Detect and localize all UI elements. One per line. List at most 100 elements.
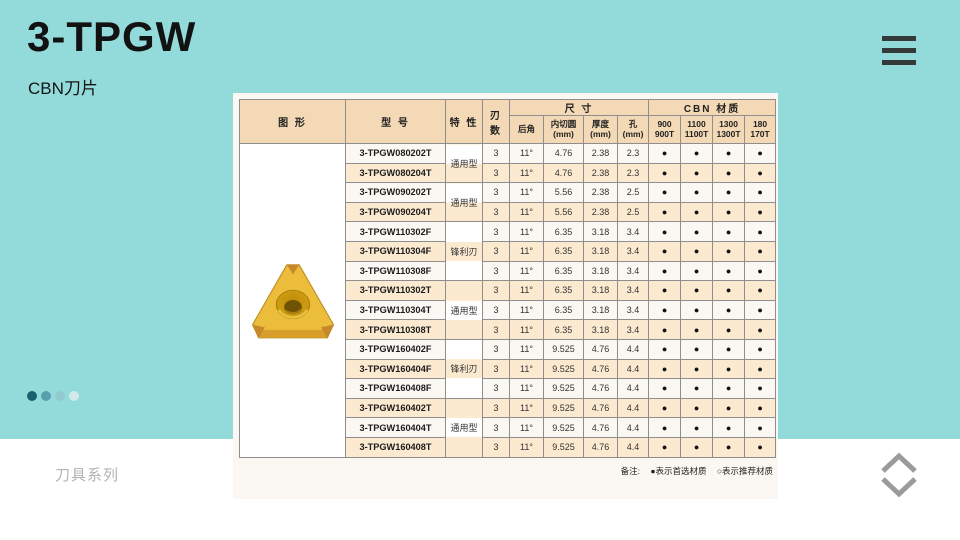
table-row: 3-TPGW110308T 3 11° 6.35 3.18 3.4 ● ● ● ● [240, 319, 777, 340]
cbn-grade-dot-cell: ● [744, 280, 777, 301]
cbn-grade-dot-cell: ● [680, 143, 714, 164]
pagination-dot[interactable] [41, 391, 51, 401]
model-cell: 3-TPGW080202T [345, 143, 446, 164]
header-feature: 特 性 [445, 99, 483, 144]
relief-angle-cell: 11° [509, 240, 544, 262]
relief-angle-cell: 11° [509, 358, 544, 380]
header-dimensions-group: 尺 寸 [508, 99, 650, 116]
cbn-grade-dot-cell: ● [648, 162, 682, 184]
cbn-grade-dot-cell: ● [680, 201, 714, 223]
model-cell: 3-TPGW090202T [345, 182, 446, 203]
cbn-grade-dot-cell: ● [712, 299, 746, 321]
relief-angle-cell: 11° [509, 280, 544, 301]
edge-count-cell: 3 [482, 338, 510, 360]
table-row: 3-TPGW160402F 锋利刃 3 11° 9.525 4.76 4.4 ● ● ● ● [240, 338, 777, 399]
edge-count-cell: 3 [482, 260, 510, 282]
edge-count-cell: 3 [482, 417, 510, 438]
hole-cell: 4.4 [616, 378, 650, 399]
model-cell: 3-TPGW110308T [345, 319, 446, 340]
cbn-grade-subheader: 180 170T [744, 115, 777, 144]
cbn-grade-dot-cell: ● [744, 397, 777, 419]
pagination-dot[interactable] [69, 391, 79, 401]
header-shape: 图 形 [239, 99, 346, 144]
thickness-cell: 3.18 [583, 240, 618, 262]
pagination-dot[interactable] [27, 391, 37, 401]
table-row: 3-TPGW110308F 3 11° 6.35 3.18 3.4 ● ● ● ● [240, 260, 777, 282]
hole-cell: 2.3 [616, 162, 650, 184]
edge-count-cell: 3 [482, 397, 510, 419]
inscribed-circle-cell: 9.525 [543, 338, 584, 360]
footnote-recommended-legend: ○表示推荐材质 [716, 465, 773, 476]
cbn-grade-dot-cell: ● [744, 436, 777, 458]
cbn-grade-dot-cell: ● [680, 417, 714, 438]
catalog-panel: 图 形 型 号 特 性 刃 数 尺 寸 CBN 材质 后角 内切圆 (mm) 厚度 (m… [233, 93, 778, 499]
product-spec-table: 图 形 型 号 特 性 刃 数 尺 寸 CBN 材质 后角 内切圆 (mm) 厚度 (m… [239, 99, 777, 458]
model-cell: 3-TPGW090204T [345, 201, 446, 223]
chevron-down-icon[interactable] [880, 476, 918, 498]
cbn-grade-subheader: 1300 1300T [712, 115, 746, 144]
table-row: 3-TPGW080202T 通用型 3 11° 4.76 2.38 2.3 ● ● ● ● [239, 142, 777, 458]
cbn-grade-dot-cell: ● [648, 240, 682, 262]
footnote-prefix: 备注: [620, 465, 640, 476]
thickness-cell: 3.18 [583, 299, 618, 321]
edge-count-cell: 3 [482, 319, 510, 340]
cbn-grade-dot-cell: ● [680, 182, 714, 203]
cbn-grade-dot-cell: ● [648, 182, 682, 203]
hamburger-menu-icon[interactable] [882, 36, 916, 65]
table-row: 3-TPGW160404F 3 11° 9.525 4.76 4.4 ● ● ● ● [240, 358, 777, 380]
model-cell: 3-TPGW160404F [345, 358, 446, 380]
relief-angle-cell: 11° [509, 397, 544, 419]
thickness-cell: 4.76 [583, 358, 618, 380]
header-model: 型 号 [345, 99, 446, 144]
feature-cell: 通用型 [445, 182, 483, 223]
thickness-cell: 4.76 [583, 417, 618, 438]
cbn-grade-dot-cell: ● [680, 397, 714, 419]
cbn-grade-dot-cell: ● [744, 299, 777, 321]
pagination-dot[interactable] [55, 391, 65, 401]
inscribed-circle-cell: 9.525 [543, 397, 584, 419]
cbn-grade-dot-cell: ● [648, 221, 682, 242]
relief-angle-cell: 11° [509, 417, 544, 438]
hole-cell: 2.5 [616, 201, 650, 223]
thickness-cell: 4.76 [583, 338, 618, 360]
relief-angle-cell: 11° [509, 299, 544, 321]
hole-cell: 3.4 [616, 240, 650, 262]
edge-count-cell: 3 [482, 240, 510, 262]
model-cell: 3-TPGW110304T [345, 299, 446, 321]
thickness-cell: 2.38 [583, 201, 618, 223]
hole-cell: 4.4 [616, 436, 650, 458]
edge-count-cell: 3 [482, 436, 510, 458]
series-label: 刀具系列 [55, 467, 120, 484]
cbn-grade-dot-cell: ● [648, 201, 682, 223]
table-row: 3-TPGW110304F 3 11° 6.35 3.18 3.4 ● ● ● ● [240, 240, 777, 262]
inscribed-circle-cell: 6.35 [543, 299, 584, 321]
cbn-grade-dot-cell: ● [712, 280, 746, 301]
feature-cell: 通用型 [445, 142, 483, 184]
cbn-grade-dot-cell: ● [712, 182, 746, 203]
inscribed-circle-cell: 4.76 [543, 162, 584, 184]
thickness-cell: 4.76 [583, 436, 618, 458]
edge-count-cell: 3 [482, 358, 510, 380]
thickness-cell: 2.38 [583, 162, 618, 184]
feature-cell: 锋利刃 [445, 221, 483, 282]
relief-angle-cell: 11° [509, 221, 544, 242]
cbn-grade-dot-cell: ● [648, 143, 682, 164]
table-row: 3-TPGW080204T 3 11° 4.76 2.38 2.3 ● ● ● ● [240, 162, 777, 184]
cbn-grade-dot-cell: ● [680, 260, 714, 282]
edge-count-cell: 3 [482, 378, 510, 399]
cbn-grade-dot-cell: ● [712, 143, 746, 164]
cbn-grade-dot-cell: ● [712, 162, 746, 184]
cbn-grade-dot-cell: ● [744, 358, 777, 380]
cbn-grade-dot-cell: ● [648, 417, 682, 438]
relief-angle-cell: 11° [509, 338, 544, 360]
hole-cell: 2.5 [616, 182, 650, 203]
pagination-dots [27, 391, 79, 401]
edge-count-cell: 3 [482, 299, 510, 321]
chevron-up-icon[interactable] [880, 452, 918, 474]
cbn-grade-dot-cell: ● [744, 182, 777, 203]
feature-cell: 通用型 [445, 280, 483, 340]
cbn-grade-dot-cell: ● [712, 417, 746, 438]
thickness-cell: 3.18 [583, 280, 618, 301]
model-cell: 3-TPGW160402F [345, 338, 446, 360]
cbn-grade-dot-cell: ● [648, 299, 682, 321]
